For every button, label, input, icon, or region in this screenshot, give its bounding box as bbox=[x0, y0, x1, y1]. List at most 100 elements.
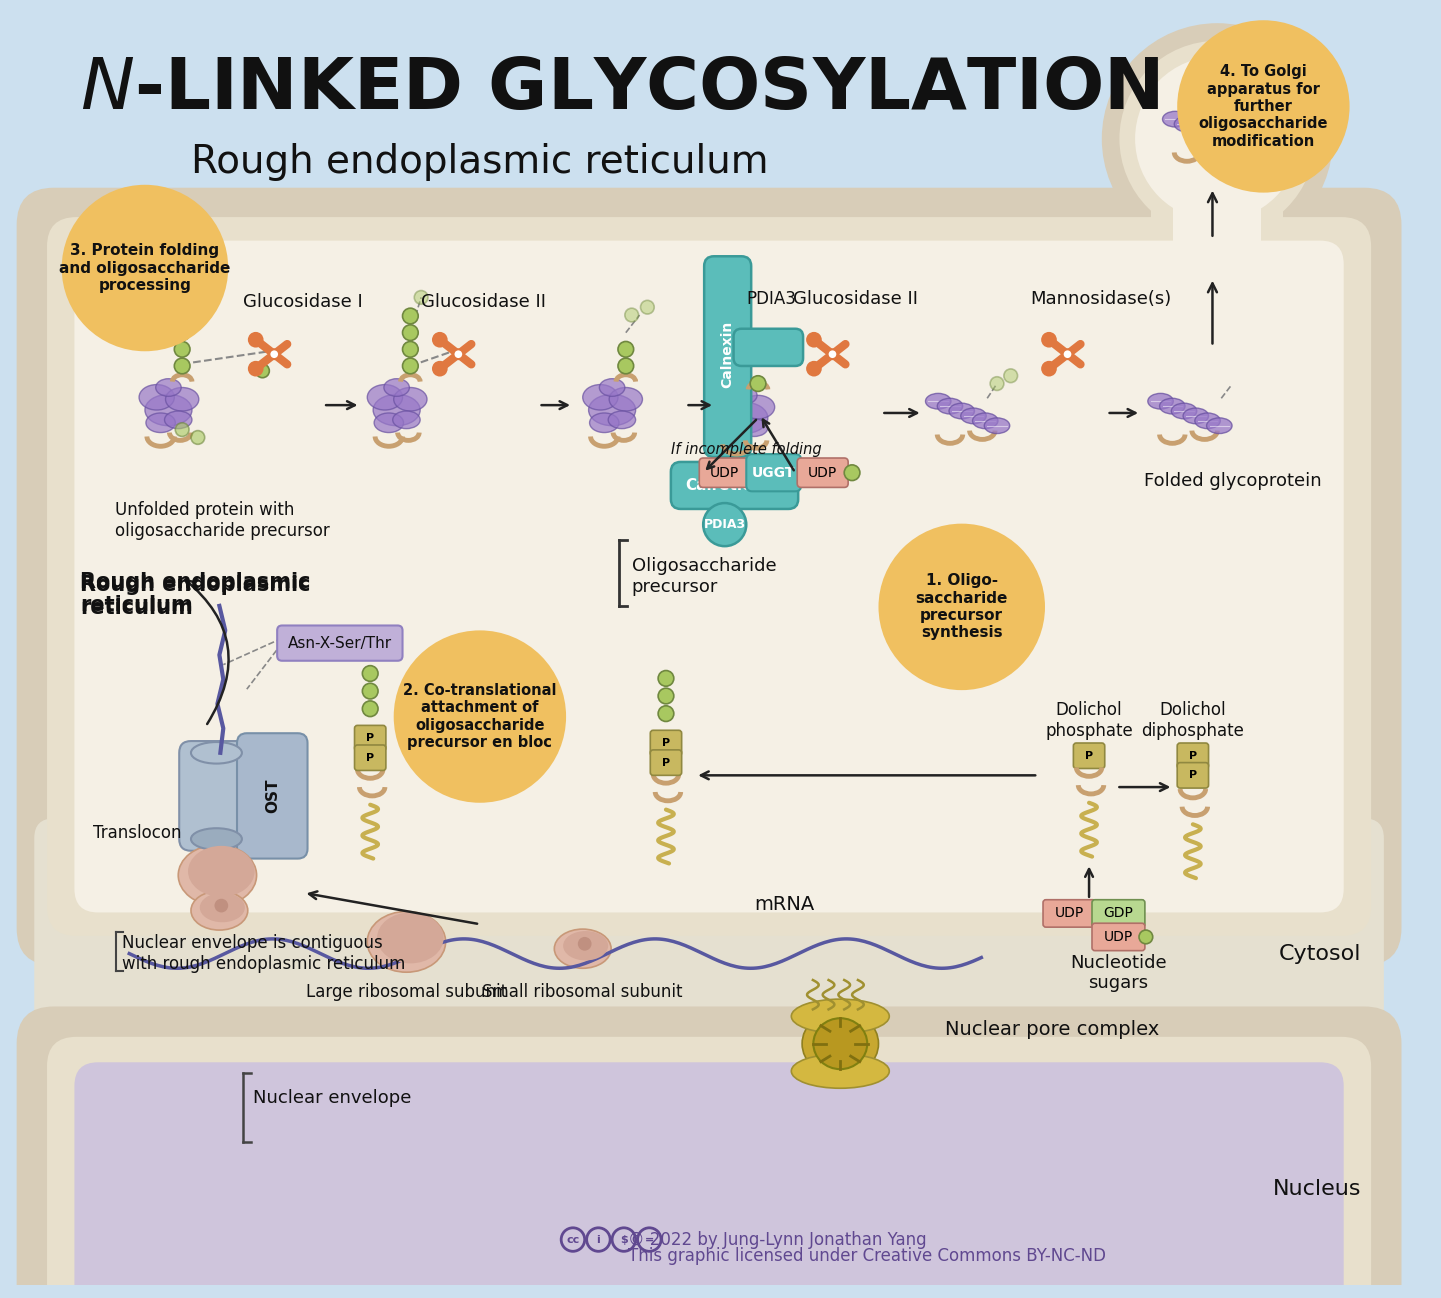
Text: This graphic licensed under Creative Commons BY-NC-ND: This graphic licensed under Creative Com… bbox=[628, 1247, 1105, 1266]
Ellipse shape bbox=[192, 742, 242, 763]
Text: Small ribosomal subunit: Small ribosomal subunit bbox=[483, 983, 683, 1001]
Circle shape bbox=[414, 291, 428, 304]
Text: cc: cc bbox=[566, 1234, 579, 1245]
Ellipse shape bbox=[1206, 418, 1232, 434]
Text: Calreticulin: Calreticulin bbox=[686, 478, 784, 493]
Circle shape bbox=[269, 349, 280, 360]
Ellipse shape bbox=[1160, 398, 1185, 414]
Text: Unfolded protein with
oligosaccharide precursor: Unfolded protein with oligosaccharide pr… bbox=[115, 501, 330, 540]
Circle shape bbox=[1004, 369, 1017, 383]
Ellipse shape bbox=[589, 413, 620, 432]
Ellipse shape bbox=[610, 388, 643, 411]
Ellipse shape bbox=[720, 402, 768, 434]
Text: 3. Protein folding
and oligosaccharide
processing: 3. Protein folding and oligosaccharide p… bbox=[59, 243, 231, 293]
Circle shape bbox=[1042, 332, 1056, 348]
FancyBboxPatch shape bbox=[354, 745, 386, 771]
Text: 4. To Golgi
apparatus for
further
oligosaccharide
modification: 4. To Golgi apparatus for further oligos… bbox=[1199, 64, 1329, 149]
Ellipse shape bbox=[937, 398, 963, 414]
Ellipse shape bbox=[383, 379, 409, 396]
Circle shape bbox=[174, 341, 190, 357]
Ellipse shape bbox=[555, 929, 611, 968]
Circle shape bbox=[174, 324, 190, 340]
Text: 1. Oligo-
saccharide
precursor
synthesis: 1. Oligo- saccharide precursor synthesis bbox=[915, 574, 1007, 640]
Text: P: P bbox=[1189, 770, 1197, 780]
Circle shape bbox=[659, 671, 674, 687]
Text: Rough endoplasmic
reticulum: Rough endoplasmic reticulum bbox=[81, 575, 311, 618]
Circle shape bbox=[174, 358, 190, 374]
Ellipse shape bbox=[803, 1010, 879, 1077]
FancyBboxPatch shape bbox=[650, 750, 682, 775]
Ellipse shape bbox=[1163, 112, 1187, 127]
Circle shape bbox=[402, 341, 418, 357]
Ellipse shape bbox=[791, 1054, 889, 1088]
Ellipse shape bbox=[722, 421, 751, 440]
Ellipse shape bbox=[146, 413, 176, 432]
Ellipse shape bbox=[563, 931, 608, 961]
Ellipse shape bbox=[179, 845, 256, 906]
FancyBboxPatch shape bbox=[17, 188, 1402, 966]
Ellipse shape bbox=[1174, 117, 1200, 132]
Text: If incomplete folding: If incomplete folding bbox=[672, 443, 821, 457]
Text: UDP: UDP bbox=[1055, 906, 1084, 920]
Text: Translocon: Translocon bbox=[92, 824, 182, 842]
Text: P: P bbox=[661, 739, 670, 748]
Circle shape bbox=[432, 361, 448, 376]
Ellipse shape bbox=[582, 384, 618, 410]
FancyBboxPatch shape bbox=[75, 1062, 1343, 1298]
Circle shape bbox=[402, 358, 418, 374]
Text: 2. Co-translational
attachment of
oligosaccharide
precursor en bloc: 2. Co-translational attachment of oligos… bbox=[403, 683, 556, 750]
Text: Calnexin: Calnexin bbox=[720, 321, 735, 388]
Ellipse shape bbox=[1183, 408, 1209, 423]
Text: PDIA3: PDIA3 bbox=[746, 289, 797, 308]
FancyBboxPatch shape bbox=[17, 1006, 1402, 1298]
FancyBboxPatch shape bbox=[354, 726, 386, 750]
Ellipse shape bbox=[973, 413, 999, 428]
Circle shape bbox=[1138, 931, 1153, 944]
FancyBboxPatch shape bbox=[35, 819, 1383, 1090]
Circle shape bbox=[640, 300, 654, 314]
Ellipse shape bbox=[373, 395, 421, 426]
Text: P: P bbox=[366, 733, 375, 744]
Text: Glucosidase II: Glucosidase II bbox=[794, 289, 918, 308]
FancyBboxPatch shape bbox=[797, 458, 849, 488]
Circle shape bbox=[806, 361, 821, 376]
Circle shape bbox=[176, 423, 189, 436]
Circle shape bbox=[393, 631, 566, 802]
Ellipse shape bbox=[588, 395, 635, 426]
Circle shape bbox=[806, 332, 821, 348]
Ellipse shape bbox=[1197, 126, 1223, 141]
Ellipse shape bbox=[813, 1018, 867, 1070]
Circle shape bbox=[432, 332, 448, 348]
Text: Cytosol: Cytosol bbox=[1278, 944, 1362, 963]
Circle shape bbox=[1062, 349, 1072, 360]
Circle shape bbox=[362, 701, 378, 716]
Text: $\mathit{N}$-LINKED GLYCOSYLATION: $\mathit{N}$-LINKED GLYCOSYLATION bbox=[81, 55, 1160, 123]
Ellipse shape bbox=[1222, 136, 1246, 152]
Ellipse shape bbox=[791, 999, 889, 1033]
Ellipse shape bbox=[367, 384, 402, 410]
Ellipse shape bbox=[166, 388, 199, 411]
Ellipse shape bbox=[1209, 131, 1235, 147]
Text: Oligosaccharide
precursor: Oligosaccharide precursor bbox=[631, 557, 777, 596]
FancyBboxPatch shape bbox=[672, 462, 798, 509]
Circle shape bbox=[454, 349, 463, 360]
Ellipse shape bbox=[1195, 413, 1221, 428]
FancyBboxPatch shape bbox=[650, 731, 682, 755]
Circle shape bbox=[248, 332, 264, 348]
Text: P: P bbox=[661, 758, 670, 767]
Circle shape bbox=[618, 358, 634, 374]
Ellipse shape bbox=[1186, 121, 1212, 136]
Text: Glucosidase I: Glucosidase I bbox=[244, 292, 363, 310]
Text: $: $ bbox=[620, 1234, 628, 1245]
Text: GDP: GDP bbox=[1104, 906, 1134, 920]
Text: P: P bbox=[1085, 750, 1094, 761]
FancyBboxPatch shape bbox=[1074, 742, 1105, 768]
Text: Nucleus: Nucleus bbox=[1272, 1179, 1362, 1198]
Text: Dolichol
phosphate: Dolichol phosphate bbox=[1045, 701, 1133, 740]
FancyBboxPatch shape bbox=[1043, 900, 1097, 927]
Circle shape bbox=[255, 363, 269, 378]
Ellipse shape bbox=[741, 396, 775, 419]
Text: P: P bbox=[366, 753, 375, 763]
Text: UDP: UDP bbox=[808, 466, 837, 480]
Circle shape bbox=[625, 308, 638, 322]
